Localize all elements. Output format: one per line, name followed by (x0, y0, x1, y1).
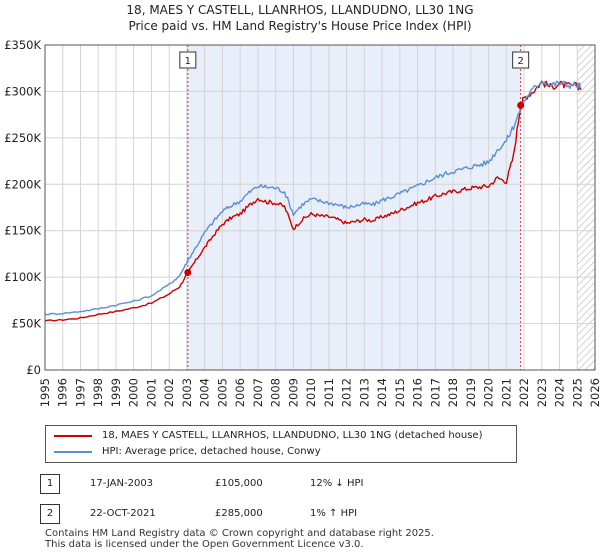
axes: £0 £50K £100K £150K £200K £250K £300K £350K 1995… (4, 38, 600, 407)
x-tick-label: 2005 (215, 378, 229, 407)
x-tick-label: 2010 (304, 378, 318, 407)
x-tick-label: 2008 (269, 378, 283, 407)
legend-label-hpi: HPI: Average price, detached house, Conw… (102, 446, 321, 457)
legend-swatch-hpi (54, 451, 92, 453)
x-tick-label: 2018 (446, 378, 460, 407)
y-tick-label: £200K (4, 177, 41, 191)
y-tick-label: £150K (4, 224, 41, 238)
x-tick-label: 2009 (286, 378, 300, 407)
chart-title-line2: Price paid vs. HM Land Registry's House … (128, 19, 472, 33)
x-tick-label: 2004 (198, 378, 212, 407)
y-tick-label: £250K (4, 131, 41, 145)
legend: 18, MAES Y CASTELL, LLANRHOS, LLANDUDNO,… (45, 425, 517, 463)
x-tick-label: 1996 (56, 378, 70, 407)
y-tick-label: £50K (12, 317, 42, 331)
x-tick-label: 1998 (91, 378, 105, 407)
transaction-hpi: 12% ↓ HPI (310, 478, 364, 489)
chart-title-line1: 18, MAES Y CASTELL, LLANRHOS, LLANDUDNO,… (126, 3, 474, 17)
x-tick-label: 2012 (340, 378, 354, 407)
y-tick-label: £100K (4, 270, 41, 284)
footer-line1: Contains HM Land Registry data © Crown c… (45, 528, 434, 539)
transaction-hpi: 1% ↑ HPI (310, 508, 358, 519)
sale-label: 1 (185, 56, 191, 67)
transaction-badge: 2 (40, 504, 60, 524)
transaction-price: £105,000 (215, 478, 263, 489)
y-tick-label: £350K (4, 38, 41, 52)
x-tick-label: 1999 (109, 378, 123, 407)
x-tick-label: 2001 (144, 378, 158, 407)
x-tick-label: 2014 (375, 378, 389, 407)
plot-area (45, 45, 595, 370)
x-tick-label: 2011 (322, 378, 336, 407)
sale-label-box (512, 51, 530, 69)
x-tick-label: 2020 (482, 378, 496, 407)
x-tick-label: 2024 (553, 378, 567, 407)
x-tick-label: 2021 (499, 378, 513, 407)
x-tick-label: 2000 (127, 378, 141, 407)
sale-label-box (179, 51, 197, 69)
grid (44, 44, 596, 371)
x-tick-label: 2006 (233, 378, 247, 407)
x-tick-label: 1995 (38, 378, 52, 407)
plot-frame (44, 44, 596, 371)
transaction-date: 22-OCT-2021 (90, 508, 156, 519)
x-tick-label: 2015 (393, 378, 407, 407)
x-tick-label: 2026 (588, 378, 600, 407)
legend-label-property: 18, MAES Y CASTELL, LLANRHOS, LLANDUDNO,… (102, 430, 483, 441)
x-tick-label: 2025 (570, 378, 584, 407)
future-hatch (577, 45, 595, 370)
sale-label: 2 (517, 56, 523, 67)
y-tick-label: £300K (4, 84, 41, 98)
x-tick-label: 2019 (464, 378, 478, 407)
footer: Contains HM Land Registry data © Crown c… (45, 528, 585, 550)
transaction-badge: 1 (40, 474, 60, 494)
y-tick-label: £0 (26, 363, 41, 377)
sale-point (184, 269, 192, 276)
footer-line2: This data is licensed under the Open Gov… (45, 539, 364, 550)
x-tick-label: 2023 (535, 378, 549, 407)
x-tick-label: 2003 (180, 378, 194, 407)
x-tick-label: 2013 (357, 378, 371, 407)
x-tick-label: 1997 (73, 378, 87, 407)
x-tick-label: 2016 (411, 378, 425, 407)
x-tick-label: 2017 (428, 378, 442, 407)
transaction-price: £285,000 (215, 508, 263, 519)
x-tick-label: 2007 (251, 378, 265, 407)
series-line-hpi (44, 80, 582, 316)
x-tick-label: 2022 (517, 378, 531, 407)
chart-title: 18, MAES Y CASTELL, LLANRHOS, LLANDUDNO,… (0, 2, 600, 34)
x-tick-label: 2002 (162, 378, 176, 407)
legend-swatch-property (54, 435, 92, 437)
sale-point (517, 101, 525, 109)
transaction-date: 17-JAN-2003 (90, 478, 154, 489)
